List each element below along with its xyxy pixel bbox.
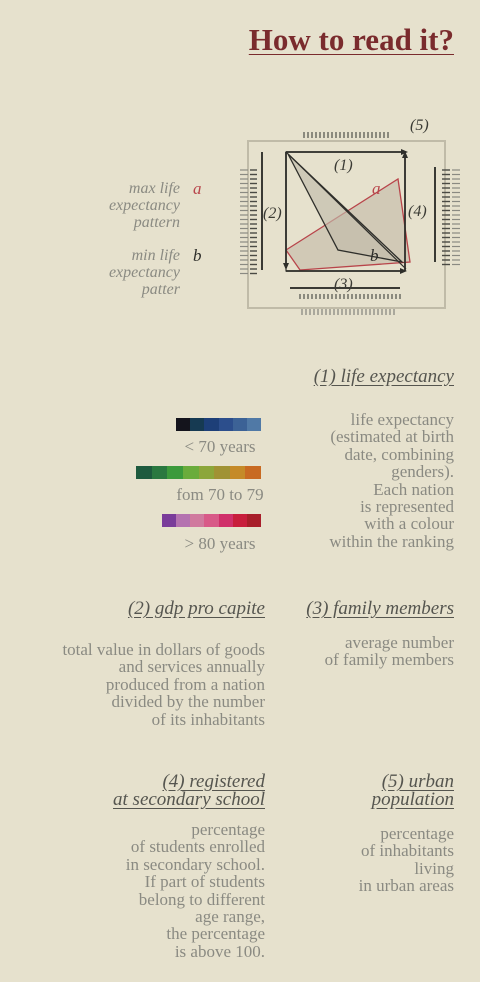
gdp-description: total value in dollars of goods and serv…	[62, 640, 265, 729]
arrowhead-4	[402, 151, 408, 158]
color-swatch	[218, 514, 233, 527]
color-swatch	[214, 466, 230, 479]
min-pattern-letter: b	[193, 246, 202, 265]
scale-high-label: > 80 years	[184, 534, 256, 553]
color-swatch	[151, 466, 168, 479]
label-a: a	[372, 179, 381, 198]
color-swatch	[232, 418, 247, 431]
scale-low-swatches	[176, 418, 262, 431]
color-swatch	[232, 514, 247, 527]
label-five: (5)	[410, 117, 429, 134]
urban-description: percentage of inhabitants living in urba…	[358, 824, 454, 896]
color-swatch	[176, 514, 191, 527]
tick-marks	[240, 132, 460, 315]
scale-mid-label: fom 70 to 79	[176, 485, 264, 504]
label-three: (3)	[334, 276, 353, 293]
scale-mid-swatches	[136, 466, 261, 479]
color-swatch	[182, 466, 199, 479]
page-title: How to read it?	[248, 22, 454, 57]
color-swatch	[167, 466, 183, 479]
scale-low-label: < 70 years	[184, 437, 256, 456]
color-swatch	[190, 514, 205, 527]
label-b: b	[370, 246, 379, 265]
color-swatch	[190, 418, 205, 431]
color-swatch	[198, 466, 215, 479]
arrowhead-1	[401, 149, 408, 155]
label-four: (4)	[408, 203, 427, 220]
max-pattern-label: max life expectancy pattern	[108, 180, 180, 231]
reading-diagram: (1) (2) (3) (4) (5) a b	[240, 117, 460, 315]
color-swatch	[136, 466, 152, 479]
min-pattern-label: min life expectancy patter	[108, 247, 180, 298]
life-expectancy-description: life expectancy (estimated at birth date…	[329, 410, 454, 551]
color-swatch	[162, 514, 177, 527]
color-swatch	[229, 466, 246, 479]
secondary-heading: (4) registered at secondary school	[113, 771, 265, 810]
color-swatch	[204, 514, 219, 527]
color-swatch	[204, 418, 219, 431]
scale-high-swatches	[162, 514, 261, 527]
arrowhead-2	[283, 263, 289, 270]
max-pattern-letter: a	[193, 179, 202, 198]
label-one: (1)	[334, 157, 353, 174]
color-swatch	[246, 418, 262, 431]
color-swatch	[245, 466, 261, 479]
color-swatch	[176, 418, 191, 431]
life-expectancy-heading: (1) life expectancy	[313, 366, 454, 387]
urban-heading: (5) urban population	[371, 771, 454, 810]
gdp-heading: (2) gdp pro capite	[127, 598, 265, 619]
family-description: average number of family members	[324, 633, 454, 670]
secondary-description: percentage of students enrolled in secon…	[125, 820, 265, 961]
diagonal-line	[285, 151, 407, 270]
arrowhead-3	[400, 268, 407, 274]
label-two: (2)	[263, 205, 282, 222]
family-heading: (3) family members	[306, 598, 454, 619]
color-swatch	[246, 514, 261, 527]
color-swatch	[218, 418, 233, 431]
